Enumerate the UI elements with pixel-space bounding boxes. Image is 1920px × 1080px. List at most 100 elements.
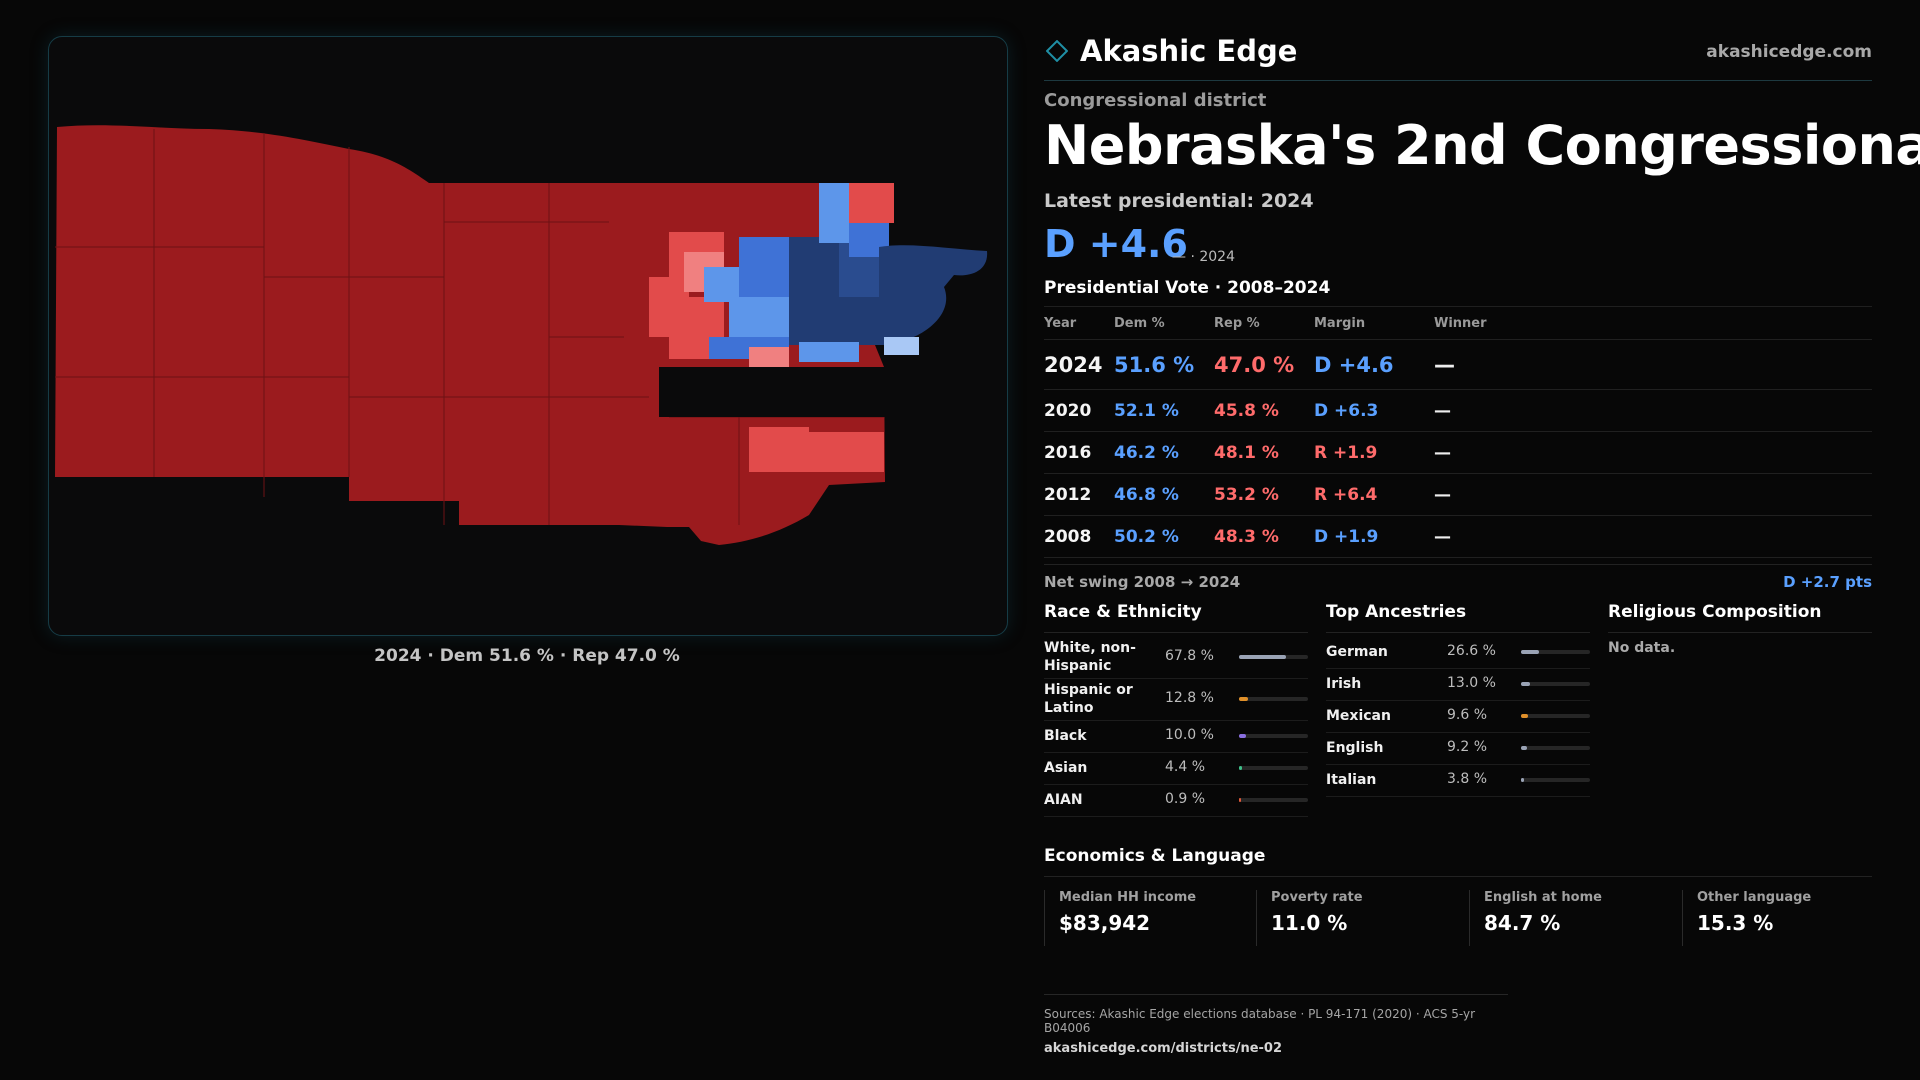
footer: Sources: Akashic Edge elections database… xyxy=(1044,994,1508,1056)
race-label: Hispanic or Latino xyxy=(1044,682,1133,716)
ancestry-bar-fill xyxy=(1521,650,1539,654)
religious-composition-title: Religious Composition xyxy=(1608,602,1822,622)
race-bar-fill xyxy=(1239,697,1248,701)
winner-cell: — xyxy=(1434,526,1451,547)
col-winner: Winner xyxy=(1434,315,1487,331)
econ-label: English at home xyxy=(1484,890,1602,905)
margin-cell: D +4.6 xyxy=(1314,352,1394,377)
race-value: 67.8 % xyxy=(1165,648,1214,664)
winner-cell: — xyxy=(1434,484,1451,505)
ancestry-bar-track xyxy=(1521,650,1590,654)
diamond-logo-icon xyxy=(1046,40,1068,62)
winner-cell: — xyxy=(1434,352,1455,377)
page-title: Nebraska's 2nd Congressional District xyxy=(1044,114,1920,177)
net-swing-label: Net swing 2008 → 2024 xyxy=(1044,573,1241,591)
ancestry-value: 13.0 % xyxy=(1447,675,1496,691)
margin-cell: D +1.9 xyxy=(1314,526,1379,547)
ancestry-row: English 9.2 % xyxy=(1326,732,1590,765)
net-swing-value: D +2.7 pts xyxy=(1783,573,1872,591)
latest-margin: D +4.6 xyxy=(1044,222,1188,266)
econ-english-at-home: English at home 84.7 % xyxy=(1469,890,1674,946)
table-header-row: Year Dem % Rep % Margin Winner xyxy=(1044,307,1872,340)
map-canvas xyxy=(55,125,1007,545)
sources-text: Sources: Akashic Edge elections database… xyxy=(1044,1007,1476,1035)
ancestry-bar-track xyxy=(1521,778,1590,782)
ancestry-bar-track xyxy=(1521,746,1590,750)
race-value: 4.4 % xyxy=(1165,759,1206,775)
race-bar-fill xyxy=(1239,766,1242,770)
district-url-link[interactable]: akashicedge.com/districts/ne-02 xyxy=(1044,1041,1283,1056)
year-cell: 2020 xyxy=(1044,400,1092,421)
ancestry-label: Italian xyxy=(1326,772,1377,788)
ancestry-bar-fill xyxy=(1521,746,1527,750)
district-map[interactable] xyxy=(48,36,1008,636)
ancestry-label: German xyxy=(1326,644,1388,660)
race-value: 12.8 % xyxy=(1165,690,1214,706)
econ-label: Poverty rate xyxy=(1271,890,1363,905)
map-caption: 2024 · Dem 51.6 % · Rep 47.0 % xyxy=(374,646,680,666)
race-label: AIAN xyxy=(1044,792,1083,808)
col-year: Year xyxy=(1044,315,1077,331)
dem-cell: 52.1 % xyxy=(1114,400,1179,421)
race-row: AIAN 0.9 % xyxy=(1044,784,1308,817)
race-row: White, non-Hispanic 67.8 % xyxy=(1044,636,1308,679)
ancestry-bar-track xyxy=(1521,714,1590,718)
dem-cell: 51.6 % xyxy=(1114,352,1195,377)
race-label: Black xyxy=(1044,728,1087,744)
margin-cell: R +1.9 xyxy=(1314,442,1378,463)
year-cell: 2012 xyxy=(1044,484,1092,505)
econ-label: Median HH income xyxy=(1059,890,1197,905)
race-bar-track xyxy=(1239,734,1308,738)
econ-value: 15.3 % xyxy=(1697,911,1774,935)
ancestry-row: Italian 3.8 % xyxy=(1326,764,1590,797)
ancestry-value: 9.6 % xyxy=(1447,707,1488,723)
race-label: White, non-Hispanic xyxy=(1044,640,1136,674)
net-swing-row: Net swing 2008 → 2024 D +2.7 pts xyxy=(1044,564,1872,591)
page-kicker: Congressional district xyxy=(1044,90,1267,111)
col-rep: Rep % xyxy=(1214,315,1260,331)
rep-cell: 45.8 % xyxy=(1214,400,1279,421)
econ-median-income: Median HH income $83,942 xyxy=(1044,890,1249,946)
dem-cell: 46.8 % xyxy=(1114,484,1179,505)
ancestry-bar-fill xyxy=(1521,714,1528,718)
race-bar-fill xyxy=(1239,655,1286,659)
latest-presidential-label: Latest presidential: 2024 xyxy=(1044,190,1314,212)
brand-url[interactable]: akashicedge.com xyxy=(1706,42,1872,62)
ancestry-bar-fill xyxy=(1521,682,1530,686)
col-dem: Dem % xyxy=(1114,315,1165,331)
brand-header: Akashic Edge akashicedge.com xyxy=(1044,30,1872,81)
race-value: 0.9 % xyxy=(1165,791,1206,807)
ancestry-row: Mexican 9.6 % xyxy=(1326,700,1590,733)
table-row: 2016 46.2 % 48.1 % R +1.9 — xyxy=(1044,432,1872,474)
race-row: Asian 4.4 % xyxy=(1044,752,1308,785)
ancestry-bar-track xyxy=(1521,682,1590,686)
econ-other-language: Other language 15.3 % xyxy=(1682,890,1873,946)
dem-cell: 46.2 % xyxy=(1114,442,1179,463)
rep-cell: 48.1 % xyxy=(1214,442,1279,463)
race-ethnicity-title: Race & Ethnicity xyxy=(1044,602,1202,622)
margin-cell: R +6.4 xyxy=(1314,484,1378,505)
year-cell: 2024 xyxy=(1044,352,1103,377)
ancestry-label: English xyxy=(1326,740,1384,756)
ancestry-value: 26.6 % xyxy=(1447,643,1496,659)
religion-empty-text: No data. xyxy=(1608,640,1676,656)
econ-label: Other language xyxy=(1697,890,1812,905)
winner-cell: — xyxy=(1434,400,1451,421)
econ-poverty-rate: Poverty rate 11.0 % xyxy=(1256,890,1461,946)
ancestry-value: 9.2 % xyxy=(1447,739,1488,755)
rep-cell: 53.2 % xyxy=(1214,484,1279,505)
map-urban-precincts xyxy=(649,183,988,472)
year-cell: 2016 xyxy=(1044,442,1092,463)
race-row: Black 10.0 % xyxy=(1044,720,1308,753)
ancestry-bar-fill xyxy=(1521,778,1524,782)
rep-cell: 47.0 % xyxy=(1214,352,1295,377)
rep-cell: 48.3 % xyxy=(1214,526,1279,547)
top-ancestries-title: Top Ancestries xyxy=(1326,602,1467,622)
ancestry-label: Mexican xyxy=(1326,708,1391,724)
ancestry-row: Irish 13.0 % xyxy=(1326,668,1590,701)
district-detail-panel: Akashic Edge akashicedge.com Congression… xyxy=(1044,0,1920,1080)
ancestry-label: Irish xyxy=(1326,676,1362,692)
year-cell: 2008 xyxy=(1044,526,1092,547)
table-row: 2020 52.1 % 45.8 % D +6.3 — xyxy=(1044,390,1872,432)
race-bar-fill xyxy=(1239,734,1246,738)
